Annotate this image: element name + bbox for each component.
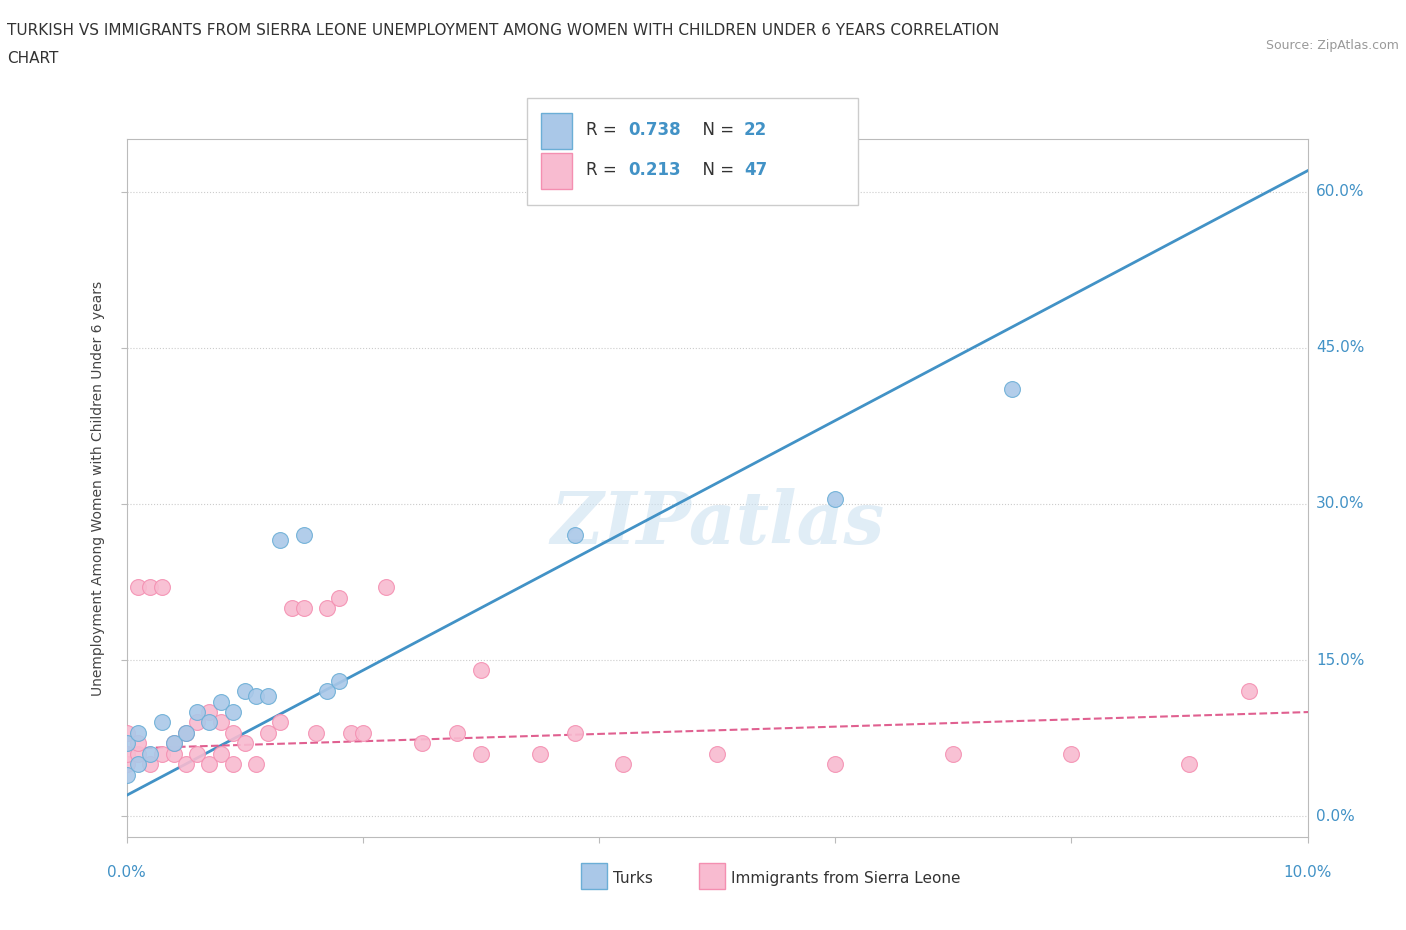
Point [150,715,173,730]
Point [139,746,162,761]
Y-axis label: Unemployment Among Women with Children Under 6 years: Unemployment Among Women with Children U… [91,281,105,696]
Point [942,746,965,761]
Point [1001,382,1024,397]
Bar [581,863,607,889]
Point [233,684,256,698]
Point [115,725,138,740]
Point [186,715,208,730]
Point [411,736,433,751]
Point [529,746,551,761]
Point [470,663,492,678]
Point [174,757,197,772]
Point [139,579,162,594]
Point [209,715,232,730]
Point [1060,746,1083,761]
Point [328,591,350,605]
Text: TURKISH VS IMMIGRANTS FROM SIERRA LEONE UNEMPLOYMENT AMONG WOMEN WITH CHILDREN U: TURKISH VS IMMIGRANTS FROM SIERRA LEONE … [7,23,1000,38]
Point [612,757,634,772]
Text: Turks: Turks [613,871,652,886]
Point [209,746,232,761]
Text: 60.0%: 60.0% [1316,184,1364,199]
Point [209,694,232,709]
Text: 10.0%: 10.0% [1284,865,1331,880]
Point [245,757,267,772]
Point [706,746,728,761]
Text: 22: 22 [744,121,768,140]
Point [115,767,138,782]
Point [222,757,245,772]
Point [115,736,138,751]
Point [198,757,221,772]
Point [470,746,492,761]
Text: N =: N = [692,121,740,140]
Point [198,715,221,730]
Point [163,746,186,761]
Point [281,601,304,616]
Text: 30.0%: 30.0% [1316,497,1364,512]
Point [115,757,138,772]
Text: 0.213: 0.213 [628,161,681,179]
Point [163,736,186,751]
Point [127,746,149,761]
Text: CHART: CHART [7,51,59,66]
Text: 0.738: 0.738 [628,121,681,140]
Text: ZIPatlas: ZIPatlas [550,487,884,559]
Point [1178,757,1201,772]
Point [186,746,208,761]
Point [316,601,339,616]
Point [222,725,245,740]
Point [257,725,280,740]
Text: 15.0%: 15.0% [1316,653,1364,668]
Point [127,757,149,772]
Point [127,736,149,751]
Point [186,705,208,720]
Point [340,725,363,740]
Point [328,673,350,688]
Point [222,705,245,720]
Text: 47: 47 [744,161,768,179]
Text: Source: ZipAtlas.com: Source: ZipAtlas.com [1265,39,1399,52]
Text: Immigrants from Sierra Leone: Immigrants from Sierra Leone [731,871,960,886]
Point [233,736,256,751]
Point [174,725,197,740]
Bar [699,863,725,889]
Point [1237,684,1260,698]
Point [375,579,398,594]
Point [257,689,280,704]
Point [163,736,186,751]
Point [564,725,586,740]
Point [304,725,326,740]
Point [292,527,315,542]
Point [446,725,468,740]
Point [269,533,291,548]
Point [127,579,149,594]
Text: 45.0%: 45.0% [1316,340,1364,355]
Point [139,757,162,772]
Text: 0.0%: 0.0% [1316,809,1354,824]
Point [292,601,315,616]
Point [174,725,197,740]
Point [127,725,149,740]
Point [115,746,138,761]
Point [198,705,221,720]
Point [824,757,846,772]
Point [316,684,339,698]
Point [824,491,846,506]
Point [245,689,267,704]
Text: N =: N = [692,161,740,179]
Point [352,725,374,740]
Text: 0.0%: 0.0% [107,865,146,880]
Point [150,579,173,594]
Text: R =: R = [586,121,623,140]
Point [564,527,586,542]
Point [269,715,291,730]
Text: R =: R = [586,161,623,179]
Point [150,746,173,761]
